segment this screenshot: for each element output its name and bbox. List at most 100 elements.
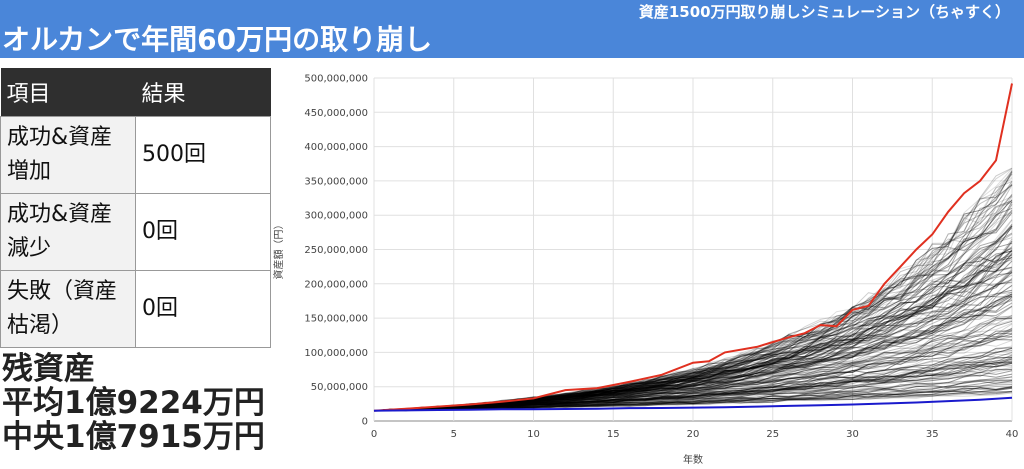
y-axis-label: 資産額（円） (272, 220, 285, 280)
row-label-failure: 失敗（資産枯渇） (0, 270, 136, 348)
highlight-series (373, 83, 1013, 412)
simulation-line (373, 385, 1013, 412)
summary-median: 中央1億7915万円 (2, 419, 265, 455)
simulation-line (373, 250, 1013, 412)
simulation-line (373, 370, 1013, 412)
x-tick-label: 15 (607, 429, 620, 440)
simulation-line (373, 254, 1013, 412)
y-tick-label: 400,000,000 (304, 142, 368, 153)
simulation-line (373, 384, 1013, 412)
simulation-line (373, 356, 1013, 412)
simulation-line (373, 271, 1013, 412)
simulation-line (373, 240, 1013, 412)
simulation-line (374, 357, 1013, 412)
simulation-line (373, 294, 1013, 412)
simulation-line (373, 379, 1013, 412)
simulation-line (373, 299, 1013, 412)
simulation-line (373, 270, 1013, 412)
simulation-line (373, 266, 1013, 412)
results-table: 項目 結果 成功&資産増加 500回 成功&資産減少 0回 失敗（資産枯渇） 0… (0, 68, 271, 348)
simulation-line (373, 315, 1013, 412)
column-header-result: 結果 (135, 68, 271, 117)
simulation-line (373, 293, 1013, 412)
simulation-line (373, 386, 1013, 412)
simulation-line (373, 320, 1013, 412)
simulation-line (373, 373, 1013, 412)
simulation-line (373, 284, 1013, 412)
simulation-line (373, 293, 1013, 412)
header-banner: 資産1500万円取り崩しシミュレーション（ちゃすく） オルカンで年間60万円の取… (0, 0, 1024, 58)
x-tick-label: 25 (766, 429, 779, 440)
simulation-line (374, 369, 1013, 412)
simulation-line-chart: 0 50,000,000 100,000,000 150,000,000 200,000… (272, 74, 1019, 467)
table-row: 成功&資産増加 500回 (0, 116, 271, 194)
simulation-line (373, 302, 1013, 412)
simulation-line (373, 360, 1013, 412)
simulation-line (373, 362, 1013, 412)
simulation-line (373, 319, 1013, 412)
y-tick-label: 50,000,000 (311, 382, 368, 393)
simulation-line (373, 242, 1013, 412)
simulation-line (373, 237, 1013, 412)
simulation-line (373, 291, 1013, 412)
y-tick-label: 350,000,000 (304, 176, 368, 187)
simulation-line (373, 356, 1013, 412)
simulation-line (373, 368, 1013, 412)
simulation-line (374, 295, 1013, 412)
summary-heading: 残資産 (2, 351, 95, 387)
simulation-line (373, 278, 1013, 412)
simulation-line (373, 279, 1013, 412)
summary-average: 平均1億9224万円 (2, 385, 265, 421)
simulation-line (373, 368, 1013, 412)
simulation-line (373, 272, 1013, 412)
simulation-line (373, 298, 1013, 412)
x-tick-label: 0 (371, 429, 377, 440)
x-tick-label: 35 (926, 429, 939, 440)
simulation-line (373, 376, 1013, 412)
simulation-line (373, 350, 1013, 412)
simulation-line (373, 268, 1013, 412)
y-tick-label: 0 (362, 417, 368, 428)
simulation-line (374, 391, 1013, 412)
simulation-line (373, 361, 1013, 412)
y-tick-label: 200,000,000 (304, 279, 368, 290)
best-case-line (373, 83, 1013, 412)
y-tick-label: 150,000,000 (304, 314, 368, 325)
simulation-line (373, 323, 1013, 412)
x-tick-label: 5 (451, 429, 457, 440)
simulation-line (373, 317, 1013, 412)
simulation-line (373, 257, 1013, 412)
results-table-header-row: 項目 結果 (0, 68, 271, 117)
simulation-line (373, 317, 1013, 412)
simulation-line (373, 362, 1013, 412)
simulation-line (373, 328, 1013, 412)
simulation-line (373, 353, 1013, 412)
simulation-line (373, 269, 1013, 412)
simulation-line (373, 347, 1013, 412)
simulation-line (373, 322, 1013, 412)
simulation-line (373, 328, 1013, 412)
simulation-line (373, 333, 1013, 412)
simulation-line (373, 330, 1012, 412)
y-tick-label: 500,000,000 (304, 74, 368, 85)
row-value-failure: 0回 (135, 270, 271, 348)
simulation-line (373, 305, 1013, 412)
x-axis-ticks: 0 5 10 15 20 25 30 35 40 (371, 429, 1019, 440)
simulation-line (373, 248, 1013, 412)
simulation-line (373, 362, 1013, 412)
simulation-line (373, 256, 1013, 412)
x-tick-label: 20 (687, 429, 700, 440)
simulation-line (373, 332, 1013, 412)
worst-case-line (373, 396, 1013, 412)
row-value-success-decrease: 0回 (135, 193, 271, 271)
remaining-assets-summary: 残資産 平均1億9224万円 中央1億7915万円 (2, 352, 265, 454)
simulation-line (373, 339, 1013, 412)
simulation-line (373, 390, 1013, 412)
simulation-line (373, 293, 1013, 412)
simulation-line (373, 316, 1013, 412)
simulation-line (374, 314, 1013, 412)
y-axis-ticks: 0 50,000,000 100,000,000 150,000,000 200,000… (304, 74, 368, 428)
simulation-line (373, 327, 1013, 412)
simulation-line (373, 357, 1013, 412)
simulation-line (373, 347, 1013, 412)
